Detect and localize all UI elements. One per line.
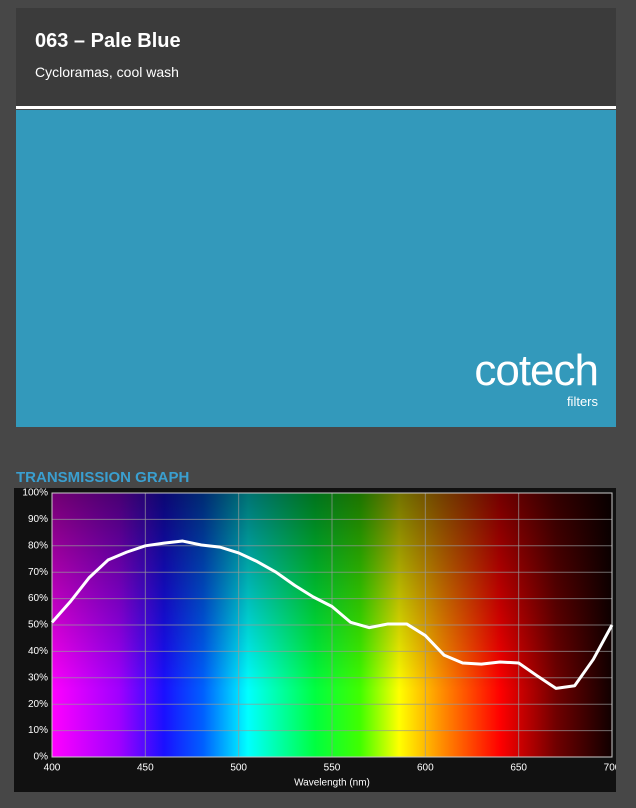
x-axis-title: Wavelength (nm) [294,778,370,789]
title: 063 – Pale Blue [35,30,181,52]
x-tick-label: 500 [230,763,247,774]
x-tick-label: 550 [324,763,341,774]
y-tick-label: 30% [28,672,48,683]
color-swatch: cotech filters [16,110,616,427]
y-tick-label: 0% [34,752,49,763]
y-tick-label: 10% [28,725,48,736]
y-tick-label: 60% [28,593,48,604]
x-tick-label: 400 [44,763,61,774]
y-tick-label: 20% [28,699,48,710]
y-tick-label: 80% [28,540,48,551]
graph-title: TRANSMISSION GRAPH [16,469,190,486]
logo: cotech [474,346,599,395]
chart: Wavelength (nm) 0% 10% 20% 30% 40% 50% 60% 70% 8… [14,488,616,792]
x-tick-label: 450 [137,763,154,774]
x-tick-label: 650 [510,763,527,774]
y-tick-label: 90% [28,514,48,525]
y-tick-label: 40% [28,646,48,657]
x-tick-label: 700 [604,763,616,774]
subtitle: Cycloramas, cool wash [35,64,179,80]
logo-sub: filters [566,394,598,409]
y-tick-label: 100% [22,488,48,499]
x-tick-label: 600 [417,763,434,774]
header: 063 – Pale Blue Cycloramas, cool wash [16,8,616,109]
y-tick-label: 70% [28,567,48,578]
y-tick-label: 50% [28,620,48,631]
transmission-line [50,539,614,690]
